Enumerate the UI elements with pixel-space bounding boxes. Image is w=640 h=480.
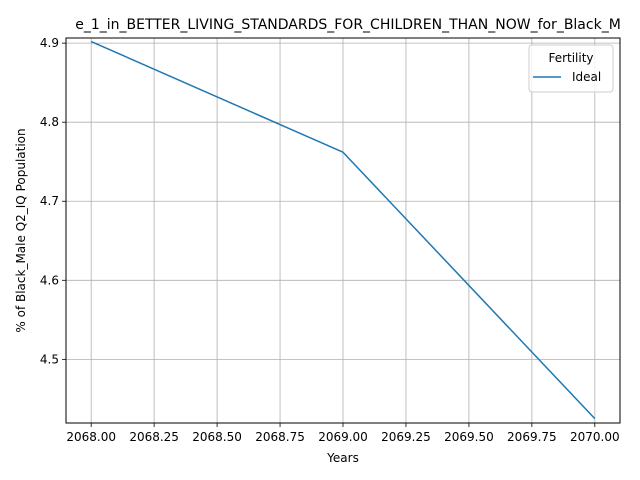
legend-frame — [528, 44, 614, 93]
x-tick-label: 2068.00 — [66, 430, 116, 444]
y-axis: 4.5 4.6 4.7 4.8 4.9 — [40, 36, 66, 366]
x-tick-label: 2069.25 — [381, 430, 431, 444]
x-tick-label: 2068.75 — [255, 430, 305, 444]
x-tick-label: 2069.50 — [444, 430, 494, 444]
x-axis: 2068.00 2068.25 2068.50 2068.75 2069.00 2069.… — [66, 423, 620, 444]
legend-entries: Ideal — [533, 70, 601, 84]
x-tick-label: 2068.50 — [192, 430, 242, 444]
legend: Fertility Ideal — [528, 44, 614, 93]
y-tick-label: 4.8 — [40, 115, 59, 129]
chart-title: e_1_in_BETTER_LIVING_STANDARDS_FOR_CHILD… — [75, 17, 621, 33]
y-tick-label: 4.6 — [40, 273, 59, 287]
x-tick-label: 2069.00 — [318, 430, 368, 444]
x-tick-label: 2068.25 — [129, 430, 179, 444]
y-tick-label: 4.9 — [40, 36, 59, 50]
legend-title: Fertility — [548, 51, 593, 65]
series-layer — [90, 40, 596, 420]
x-axis-label: Years — [326, 451, 359, 465]
y-tick-label: 4.5 — [40, 352, 59, 366]
x-tick-label: 2069.75 — [507, 430, 557, 444]
grid — [66, 38, 620, 423]
series-line-ideal — [90, 40, 596, 420]
y-axis-label: % of Black_Male Q2_IQ Population — [14, 128, 28, 332]
x-tick-label: 2070.00 — [570, 430, 620, 444]
y-tick-label: 4.7 — [40, 194, 59, 208]
legend-label: Ideal — [572, 70, 601, 84]
